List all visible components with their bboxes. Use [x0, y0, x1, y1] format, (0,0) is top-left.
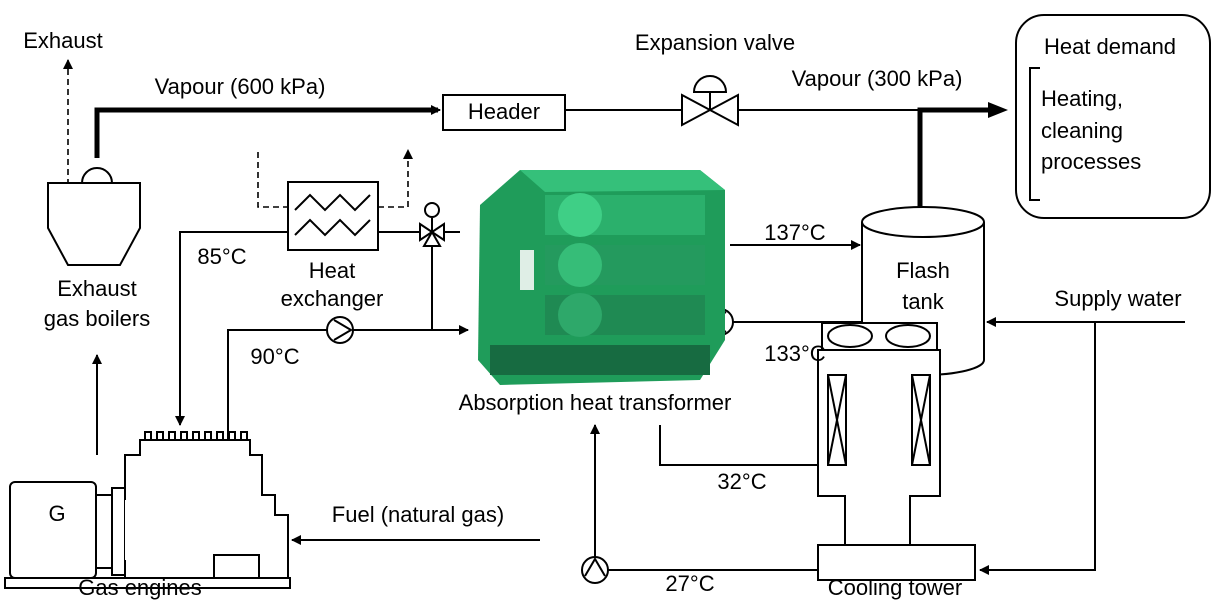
pipes	[63, 59, 1185, 575]
absorption-heat-transformer-image	[478, 170, 725, 385]
label: Fuel (natural gas)	[332, 502, 504, 527]
label: Heat	[309, 258, 355, 283]
label: Heating,	[1041, 86, 1123, 111]
label: Vapour (300 kPa)	[792, 66, 963, 91]
label: Exhaust	[23, 28, 103, 53]
label: 90°C	[250, 344, 299, 369]
label: Gas engines	[78, 575, 202, 600]
label: 27°C	[665, 571, 714, 596]
label: gas boilers	[44, 306, 150, 331]
label: Header	[468, 99, 540, 124]
label: 133°C	[764, 341, 826, 366]
label: 137°C	[764, 220, 826, 245]
header-box	[442, 94, 566, 131]
label: exchanger	[281, 286, 384, 311]
cooling-tower	[817, 322, 976, 581]
expansion-valve	[681, 75, 739, 127]
labels: Exhaust Vapour (600 kPa) Expansion valve…	[23, 28, 1181, 600]
label: tank	[902, 289, 945, 314]
label: 32°C	[717, 469, 766, 494]
gas-engine	[4, 431, 291, 589]
label: G	[48, 501, 65, 526]
label: Vapour (600 kPa)	[155, 74, 326, 99]
label: Absorption heat transformer	[459, 390, 732, 415]
label: 85°C	[197, 244, 246, 269]
label: Heat demand	[1044, 34, 1176, 59]
three-way-valve	[419, 202, 445, 247]
label: processes	[1041, 149, 1141, 174]
heat-exchanger	[287, 181, 379, 251]
label: Supply water	[1054, 286, 1181, 311]
exhaust-gas-boiler	[47, 167, 141, 266]
label: Expansion valve	[635, 30, 795, 55]
label: Cooling tower	[828, 575, 963, 600]
label: Flash	[896, 258, 950, 283]
label: Exhaust	[57, 276, 137, 301]
heat-demand	[1015, 14, 1211, 219]
label: cleaning	[1041, 118, 1123, 143]
